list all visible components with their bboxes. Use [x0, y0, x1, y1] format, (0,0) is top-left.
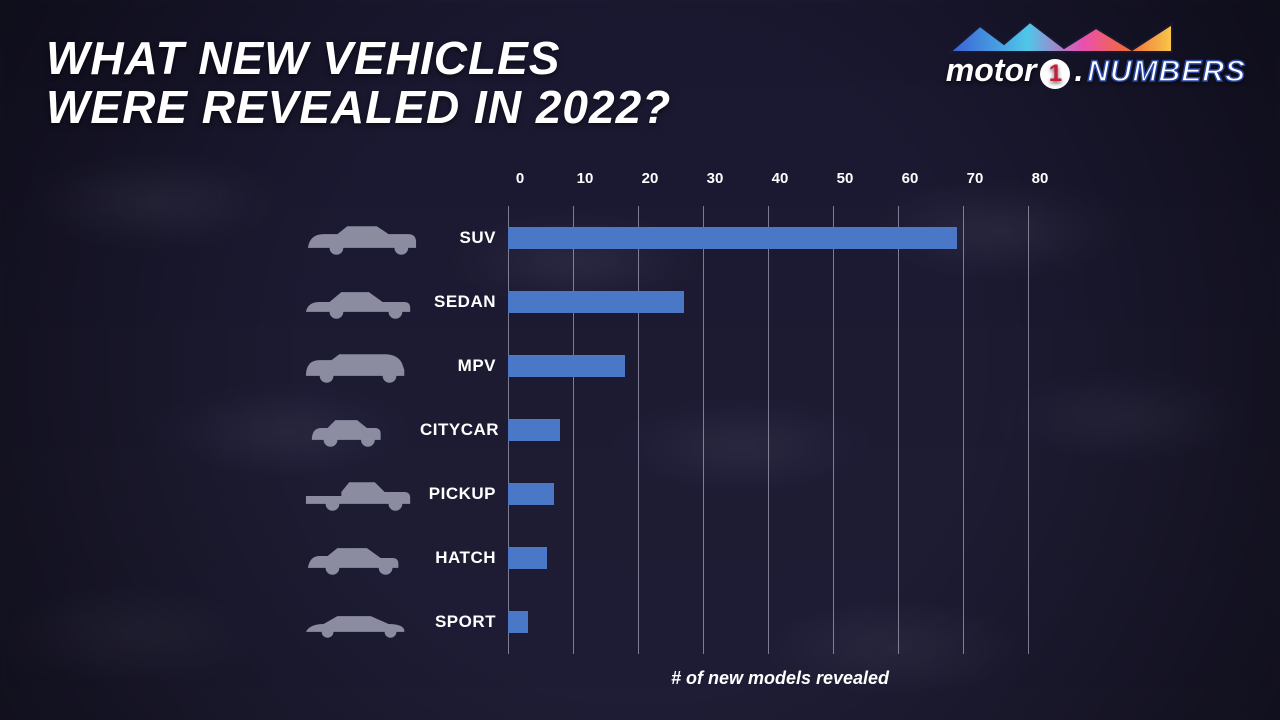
category-label: PICKUP: [420, 484, 508, 504]
chart-row: CITYCAR: [300, 398, 1060, 462]
bar: [508, 227, 957, 249]
category-label: CITYCAR: [420, 420, 508, 440]
bar-chart: 0 10 20 30 40 50 60 70 80 SUV SEDAN MPV CITYCAR PICK…: [300, 170, 1060, 689]
bar: [508, 547, 547, 569]
chart-row: HATCH: [300, 526, 1060, 590]
plot-area: [508, 206, 1028, 270]
plot-area: [508, 526, 1028, 590]
x-axis-title: # of new models revealed: [520, 668, 1040, 689]
x-tick-label: 70: [967, 170, 984, 187]
x-tick-label: 80: [1032, 170, 1049, 187]
x-tick-label: 10: [577, 170, 594, 187]
plot-area: [508, 398, 1028, 462]
chart-row: PICKUP: [300, 462, 1060, 526]
bar: [508, 355, 625, 377]
sport-icon: [300, 600, 420, 644]
chart-row: SPORT: [300, 590, 1060, 654]
x-tick-label: 60: [902, 170, 919, 187]
category-label: MPV: [420, 356, 508, 376]
suv-icon: [300, 216, 420, 260]
logo-sub: NUMBERS: [1087, 55, 1246, 89]
page-title: WHAT NEW VEHICLES WERE REVEALED IN 2022?: [46, 34, 671, 132]
category-label: SPORT: [420, 612, 508, 632]
pickup-icon: [300, 472, 420, 516]
logo-dot: .: [1074, 52, 1083, 89]
x-tick-label: 50: [837, 170, 854, 187]
title-line-1: WHAT NEW VEHICLES: [46, 34, 671, 83]
x-tick-label: 40: [772, 170, 789, 187]
plot-area: [508, 334, 1028, 398]
x-tick-label: 0: [516, 170, 524, 187]
chart-row: SUV: [300, 206, 1060, 270]
mpv-icon: [300, 344, 420, 388]
logo-brand-accent: 1: [1040, 59, 1070, 89]
plot-area: [508, 590, 1028, 654]
sedan-icon: [300, 280, 420, 324]
plot-area: [508, 462, 1028, 526]
citycar-icon: [300, 408, 420, 452]
chart-rows: SUV SEDAN MPV CITYCAR PICKUP HATCH SPORT: [300, 206, 1060, 654]
category-label: SEDAN: [420, 292, 508, 312]
hatch-icon: [300, 536, 420, 580]
chart-row: SEDAN: [300, 270, 1060, 334]
logo-brand: motor: [946, 52, 1037, 89]
bar: [508, 611, 528, 633]
plot-area: [508, 270, 1028, 334]
bar: [508, 419, 560, 441]
bar: [508, 483, 554, 505]
title-line-2: WERE REVEALED IN 2022?: [46, 83, 671, 132]
x-axis-ticks: 01020304050607080: [520, 170, 1040, 200]
category-label: HATCH: [420, 548, 508, 568]
category-label: SUV: [420, 228, 508, 248]
x-tick-label: 20: [642, 170, 659, 187]
logo: motor 1 . NUMBERS: [946, 18, 1246, 89]
chart-row: MPV: [300, 334, 1060, 398]
x-tick-label: 30: [707, 170, 724, 187]
bar: [508, 291, 684, 313]
